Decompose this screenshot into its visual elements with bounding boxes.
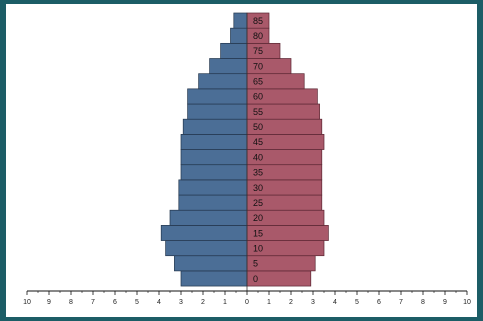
x-tick-label: 6 [377, 299, 381, 306]
age-label-60: 60 [253, 92, 263, 102]
right-bar-75 [246, 42, 281, 59]
x-tick-label: 7 [399, 299, 403, 306]
x-axis-ticks: 10 9 8 7 6 5 4 3 2 1 0 1 2 3 4 5 6 7 8 9 10 [23, 291, 471, 306]
left-bar-65 [198, 73, 248, 90]
age-label-15: 15 [253, 228, 263, 238]
age-label-5: 5 [253, 259, 258, 269]
left-bar-85 [233, 12, 248, 29]
left-bar-70 [209, 58, 248, 75]
left-bar-40 [180, 149, 248, 166]
left-bar-15 [160, 225, 248, 241]
age-label-55: 55 [253, 107, 263, 117]
x-tick-label: 8 [421, 299, 425, 306]
left-bar-0 [180, 270, 248, 287]
x-tick-label: 1 [223, 299, 227, 306]
x-tick-label: 4 [157, 299, 161, 306]
x-tick-label: 2 [289, 299, 293, 306]
x-tick-label: 10 [23, 299, 31, 306]
left-bar-55 [187, 103, 248, 120]
age-label-35: 35 [253, 168, 263, 178]
x-tick-label: 5 [355, 299, 359, 306]
age-label-50: 50 [253, 122, 263, 132]
left-bar-80 [230, 27, 248, 44]
age-label-45: 45 [253, 137, 263, 147]
x-tick-label: 3 [311, 299, 315, 306]
x-tick-label: 8 [69, 299, 73, 306]
left-bar-25 [178, 194, 248, 211]
age-label-30: 30 [253, 183, 263, 193]
age-label-80: 80 [253, 31, 263, 41]
left-bar-60 [187, 88, 248, 105]
x-tick-label: 6 [113, 299, 117, 306]
age-label-75: 75 [253, 46, 263, 56]
age-label-65: 65 [253, 77, 263, 87]
left-bar-50 [182, 118, 248, 135]
x-tick-label: 1 [267, 299, 271, 306]
left-bar-30 [178, 179, 248, 196]
x-tick-label: 9 [443, 299, 447, 306]
x-tick-label: 2 [201, 299, 205, 306]
age-label-70: 70 [253, 61, 263, 71]
left-bar-35 [180, 164, 248, 181]
age-label-20: 20 [253, 213, 263, 223]
age-group-labels: 0 5 10 15 20 25 30 35 40 45 50 55 60 65 70 75 80 85 [253, 16, 263, 284]
left-bar-5 [174, 255, 248, 272]
left-series-bars [160, 12, 248, 287]
age-label-25: 25 [253, 198, 263, 208]
left-bar-45 [180, 134, 248, 150]
left-bar-10 [165, 240, 248, 257]
x-tick-label: 4 [333, 299, 337, 306]
x-tick-label: 3 [179, 299, 183, 306]
chart-frame: 0 5 10 15 20 25 30 35 40 45 50 55 60 65 70 75 80 85 10 9 8 7… [6, 4, 477, 317]
x-tick-label: 0 [245, 299, 249, 306]
left-bar-75 [220, 42, 248, 59]
x-tick-label: 9 [47, 299, 51, 306]
age-label-10: 10 [253, 243, 263, 253]
age-label-40: 40 [253, 152, 263, 162]
x-tick-label: 5 [135, 299, 139, 306]
left-bar-20 [169, 209, 248, 226]
x-tick-label: 7 [91, 299, 95, 306]
x-tick-label: 10 [463, 299, 471, 306]
age-label-0: 0 [253, 274, 258, 284]
age-label-85: 85 [253, 16, 263, 26]
